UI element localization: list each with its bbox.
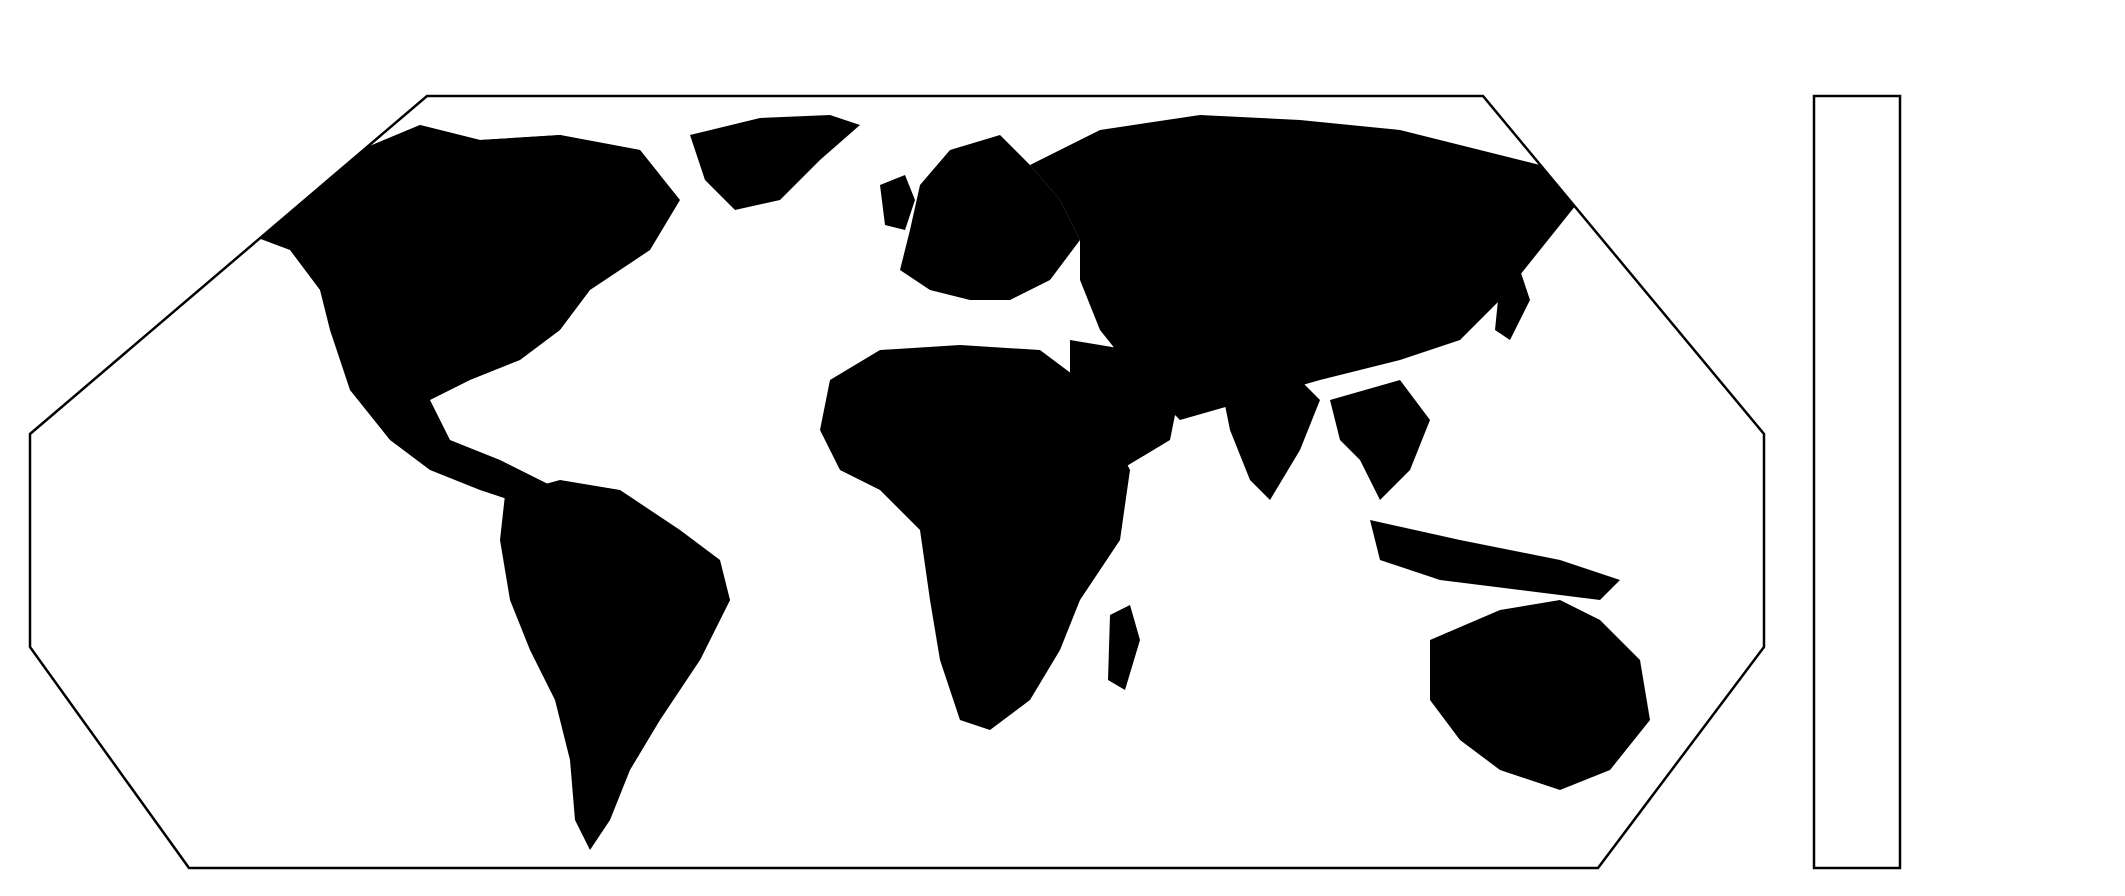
land-southeast-asia (1330, 380, 1430, 500)
land-asia-central (1100, 230, 1260, 320)
land-siberia-north (1200, 120, 1500, 180)
colorbar (1812, 94, 1902, 870)
land-south-america-east (640, 560, 730, 700)
land-australia-interior (1480, 640, 1600, 740)
land-layer (215, 115, 1705, 850)
map-frame (28, 94, 1766, 870)
land-south-america (500, 480, 730, 850)
land-europe (900, 135, 1080, 300)
colorbar-frame (1812, 94, 1902, 870)
land-tibet (1245, 280, 1360, 335)
land-north-america (215, 125, 680, 510)
land-indonesia (1370, 520, 1620, 600)
land-japan (1495, 270, 1530, 340)
land-congo (950, 480, 1050, 570)
land-siberia (1030, 115, 1580, 420)
land-uk-ireland (880, 175, 915, 230)
land-new-zealand (1670, 760, 1705, 820)
land-canada-tundra (250, 125, 660, 180)
land-sahara-core (850, 380, 1040, 420)
land-greenland (690, 115, 860, 210)
land-india (1220, 370, 1320, 500)
land-madagascar (1108, 605, 1140, 690)
